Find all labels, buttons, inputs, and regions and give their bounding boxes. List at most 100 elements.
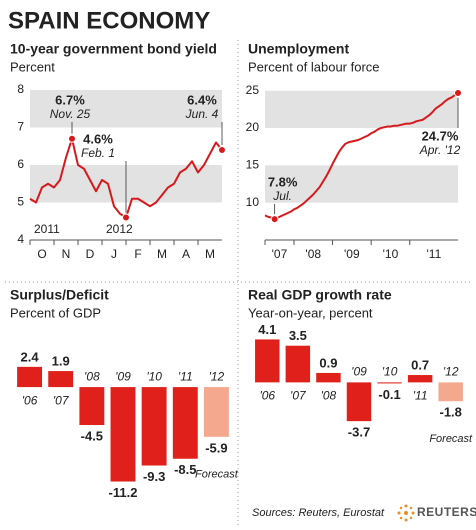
- date-label: Apr. '12: [419, 143, 461, 157]
- x-tick-label: F: [134, 247, 141, 261]
- value-label: 0.7: [411, 357, 429, 372]
- date-label: Jul.: [272, 189, 292, 203]
- bar: [48, 371, 74, 388]
- value-label: -0.1: [378, 387, 400, 402]
- line-series: [264, 92, 459, 221]
- bar: [203, 387, 229, 437]
- value-label: -4.5: [81, 428, 103, 443]
- value-label: -3.7: [348, 425, 370, 440]
- value-label: 7.8%: [268, 174, 298, 189]
- date-label: Feb. 1: [81, 146, 115, 160]
- year-label: 2012: [106, 222, 133, 236]
- value-label: 3.5: [289, 328, 307, 343]
- x-tick-label: '08: [305, 247, 321, 261]
- logo-mark: [397, 504, 415, 522]
- date-label: Nov. 25: [50, 107, 91, 121]
- value-label: 2.4: [21, 349, 40, 364]
- year-label: 2011: [34, 222, 60, 236]
- x-tick-label: '11: [178, 369, 193, 383]
- chart-subtitle: Percent of labour force: [248, 59, 380, 74]
- annotation: Forecast: [429, 433, 473, 445]
- value-label: -9.3: [143, 469, 165, 484]
- value-label: 4.6%: [83, 131, 113, 146]
- value-label: 0.9: [319, 355, 337, 370]
- y-tick-label: 6: [17, 157, 24, 171]
- date-label: Jun. 4: [185, 107, 219, 121]
- y-tick-label: 5: [17, 195, 24, 209]
- bar: [316, 372, 341, 383]
- x-tick-label: '06: [259, 389, 275, 403]
- x-tick-label: D: [86, 247, 95, 261]
- x-tick-label: '09: [351, 365, 367, 379]
- page-title: SPAIN ECONOMY: [8, 7, 210, 34]
- bar: [172, 387, 198, 459]
- y-tick-label: 15: [246, 158, 260, 172]
- x-tick-label: '11: [427, 247, 442, 261]
- logo: REUTERS: [417, 505, 476, 519]
- point: [270, 215, 279, 224]
- shaded-band: [30, 90, 222, 128]
- y-tick-label: 8: [17, 82, 24, 96]
- bar: [141, 387, 167, 466]
- y-tick-label: 4: [17, 232, 24, 246]
- chart-subtitle: Percent: [10, 59, 55, 74]
- x-tick-label: A: [182, 247, 190, 261]
- chart-title: 10-year government bond yield: [10, 41, 217, 57]
- value-label: 1.9: [52, 354, 70, 369]
- bar: [377, 382, 402, 384]
- bar: [346, 382, 372, 422]
- value-label: 6.4%: [187, 92, 217, 107]
- value-label: 6.7%: [55, 92, 85, 107]
- chart-title: Unemployment: [248, 41, 349, 57]
- source: Sources: Reuters, Eurostat: [252, 507, 385, 519]
- y-tick-label: 20: [246, 120, 260, 134]
- x-tick-label: '08: [84, 369, 100, 383]
- bar: [407, 375, 433, 383]
- x-tick-label: O: [37, 247, 46, 261]
- x-tick-label: '06: [22, 393, 38, 407]
- bar: [285, 345, 311, 383]
- shaded-band: [265, 90, 458, 129]
- value-label: 4.1: [258, 322, 276, 337]
- y-tick-label: 25: [246, 83, 260, 97]
- annotation: Forecast: [195, 469, 239, 481]
- x-tick-label: '08: [321, 389, 337, 403]
- x-tick-label: '09: [115, 369, 131, 383]
- x-tick-label: '10: [146, 369, 162, 383]
- x-tick-label: M: [157, 247, 167, 261]
- value-label: -1.8: [440, 405, 462, 420]
- shaded-band: [265, 165, 458, 203]
- bar: [17, 366, 43, 388]
- point: [454, 88, 462, 97]
- y-tick-label: 7: [17, 120, 24, 134]
- x-tick-label: '09: [344, 247, 360, 261]
- y-tick-label: 10: [246, 195, 260, 209]
- point: [218, 146, 226, 154]
- x-tick-label: '11: [413, 389, 428, 403]
- x-tick-label: M: [205, 247, 215, 261]
- value-label: -8.5: [174, 462, 196, 477]
- value-label: 24.7%: [422, 128, 459, 143]
- value-label: -11.2: [109, 485, 138, 500]
- point: [122, 213, 130, 222]
- chart-subtitle: Percent of GDP: [10, 305, 101, 320]
- bar: [438, 382, 463, 402]
- bar: [79, 387, 105, 426]
- x-tick-label: '12: [209, 369, 225, 383]
- chart-subtitle: Year-on-year, percent: [248, 305, 373, 320]
- x-tick-label: '07: [290, 389, 307, 403]
- x-tick-label: '10: [383, 247, 399, 261]
- x-tick-label: '12: [443, 365, 459, 379]
- chart-title: Real GDP growth rate: [248, 287, 392, 303]
- x-tick-label: '07: [272, 247, 288, 261]
- bar: [110, 387, 136, 482]
- x-tick-label: '07: [53, 393, 70, 407]
- x-tick-label: N: [62, 247, 71, 261]
- x-tick-label: '10: [382, 365, 398, 379]
- x-tick-label: J: [111, 247, 117, 261]
- point: [68, 134, 76, 143]
- value-label: -5.9: [205, 440, 227, 455]
- bar: [255, 339, 280, 383]
- chart-title: Surplus/Deficit: [10, 287, 109, 303]
